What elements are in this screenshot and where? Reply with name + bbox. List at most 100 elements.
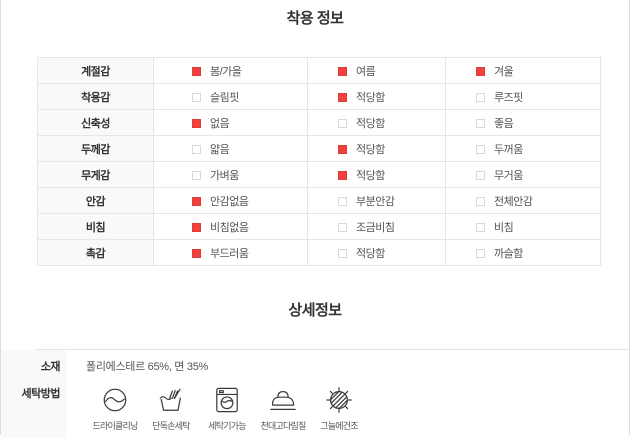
material-label: 소재 bbox=[1, 350, 67, 377]
iron-with-cloth-icon bbox=[268, 386, 298, 414]
checkbox-checked-icon bbox=[476, 66, 485, 76]
wear-option-cell: 부드러움 bbox=[153, 239, 308, 266]
shade-dry-icon bbox=[325, 386, 353, 414]
wear-option-cell: 적당함 bbox=[307, 161, 446, 188]
checkbox-checked-icon bbox=[192, 196, 201, 206]
wear-option-text: 겨울 bbox=[494, 65, 514, 78]
section-divider bbox=[37, 349, 629, 350]
wear-option-cell: 두꺼움 bbox=[445, 135, 601, 162]
wear-table-row: 무게감 가벼움 적당함 무거움 bbox=[37, 161, 601, 188]
wear-row-label: 착용감 bbox=[37, 83, 154, 110]
wash-method-item: 단독손세탁 bbox=[145, 386, 197, 438]
wash-method-label: 세탁방법 bbox=[1, 377, 67, 438]
wear-option-cell: 비침 bbox=[445, 213, 601, 240]
wash-method-item: 드라이클리닝 bbox=[89, 386, 141, 438]
wash-method-label-text: 단독손세탁 bbox=[152, 421, 190, 431]
wear-option-text: 봄/가을 bbox=[210, 65, 242, 78]
wear-row-label: 비침 bbox=[37, 213, 154, 240]
wear-option-text: 가벼움 bbox=[210, 169, 239, 182]
wear-option-cell: 좋음 bbox=[445, 109, 601, 136]
wear-row-label: 촉감 bbox=[37, 239, 154, 266]
wear-option-cell: 전체안감 bbox=[445, 187, 601, 214]
wear-option-cell: 안감없음 bbox=[153, 187, 308, 214]
wear-option-text: 두꺼움 bbox=[494, 143, 523, 156]
wear-option-cell: 적당함 bbox=[307, 109, 446, 136]
wear-option-text: 까슬함 bbox=[494, 247, 523, 260]
wear-option-cell: 여름 bbox=[307, 57, 446, 84]
hand-wash-icon bbox=[157, 386, 185, 414]
detail-info-title: 상세정보 bbox=[288, 302, 342, 319]
wear-option-cell: 무거움 bbox=[445, 161, 601, 188]
wash-method-list: 드라이클리닝 단독손세탁 세탁기가능 천대고다림질 그늘에건조 bbox=[67, 377, 369, 438]
wear-option-text: 적당함 bbox=[356, 143, 385, 156]
wear-option-text: 부분안감 bbox=[356, 195, 395, 208]
wear-option-text: 없음 bbox=[210, 117, 230, 130]
wear-table-row: 착용감 슬림핏 적당함 루즈핏 bbox=[37, 83, 601, 110]
checkbox-unchecked-icon bbox=[476, 170, 485, 180]
wear-option-text: 적당함 bbox=[356, 117, 385, 130]
checkbox-checked-icon bbox=[192, 66, 201, 76]
wear-info-table-body: 계절감 봄/가을 여름 겨울 착용감 슬림핏 적당함 루즈핏 신축성 없음 적당함 좋음 두께감 얇음 적당… bbox=[37, 57, 601, 266]
checkbox-unchecked-icon bbox=[476, 92, 485, 102]
wear-option-text: 좋음 bbox=[494, 117, 514, 130]
material-value: 폴리에스테르 65%, 면 35% bbox=[86, 361, 208, 373]
wear-table-row: 촉감 부드러움 적당함 까슬함 bbox=[37, 239, 601, 266]
checkbox-unchecked-icon bbox=[192, 170, 201, 180]
checkbox-unchecked-icon bbox=[192, 92, 201, 102]
checkbox-unchecked-icon bbox=[476, 196, 485, 206]
checkbox-unchecked-icon bbox=[338, 118, 347, 128]
wear-option-cell: 적당함 bbox=[307, 83, 446, 110]
wear-table-row: 신축성 없음 적당함 좋음 bbox=[37, 109, 601, 136]
wear-table-row: 비침 비침없음 조금비침 비침 bbox=[37, 213, 601, 240]
checkbox-checked-icon bbox=[192, 222, 201, 232]
checkbox-unchecked-icon bbox=[476, 248, 485, 258]
wash-method-label-text: 천대고다림질 bbox=[260, 421, 307, 431]
checkbox-checked-icon bbox=[338, 144, 347, 154]
wear-row-label: 신축성 bbox=[37, 109, 154, 136]
wear-option-cell: 조금비침 bbox=[307, 213, 446, 240]
wear-option-cell: 없음 bbox=[153, 109, 308, 136]
wear-option-text: 적당함 bbox=[356, 91, 385, 104]
wear-option-cell: 슬림핏 bbox=[153, 83, 308, 110]
wear-option-cell: 비침없음 bbox=[153, 213, 308, 240]
wash-method-label-text: 그늘에건조 bbox=[320, 421, 358, 431]
wear-option-text: 조금비침 bbox=[356, 221, 395, 234]
wear-option-cell: 가벼움 bbox=[153, 161, 308, 188]
wear-info-title: 착용 정보 bbox=[286, 10, 344, 27]
wash-method-row: 세탁방법 드라이클리닝 단독손세탁 세탁기가능 천대고다림질 그늘에건조 bbox=[1, 377, 629, 438]
wear-option-cell: 적당함 bbox=[307, 239, 446, 266]
wear-option-cell: 부분안감 bbox=[307, 187, 446, 214]
wear-option-text: 전체안감 bbox=[494, 195, 533, 208]
checkbox-checked-icon bbox=[338, 66, 347, 76]
wear-option-text: 비침 bbox=[494, 221, 514, 234]
checkbox-unchecked-icon bbox=[338, 222, 347, 232]
wear-option-text: 적당함 bbox=[356, 169, 385, 182]
checkbox-unchecked-icon bbox=[476, 222, 485, 232]
wear-option-text: 슬림핏 bbox=[210, 91, 239, 104]
wear-option-cell: 얇음 bbox=[153, 135, 308, 162]
wear-option-text: 비침없음 bbox=[210, 221, 249, 234]
checkbox-unchecked-icon bbox=[338, 248, 347, 258]
wear-option-cell: 적당함 bbox=[307, 135, 446, 162]
detail-info-section: 소재 폴리에스테르 65%, 면 35% 세탁방법 드라이클리닝 단독손세탁 세탁기… bbox=[1, 350, 629, 438]
wear-option-cell: 까슬함 bbox=[445, 239, 601, 266]
wear-option-text: 여름 bbox=[356, 65, 376, 78]
wash-method-item: 천대고다림질 bbox=[257, 386, 309, 438]
wear-row-label: 무게감 bbox=[37, 161, 154, 188]
checkbox-unchecked-icon bbox=[338, 196, 347, 206]
wear-option-text: 적당함 bbox=[356, 247, 385, 260]
wear-option-cell: 봄/가을 bbox=[153, 57, 308, 84]
wear-row-label: 두께감 bbox=[37, 135, 154, 162]
checkbox-checked-icon bbox=[192, 118, 201, 128]
wear-table-row: 두께감 얇음 적당함 두꺼움 bbox=[37, 135, 601, 162]
wash-method-item: 세탁기가능 bbox=[201, 386, 253, 438]
wear-row-label: 안감 bbox=[37, 187, 154, 214]
checkbox-checked-icon bbox=[338, 92, 347, 102]
wear-option-text: 부드러움 bbox=[210, 247, 249, 260]
dry-cleaning-icon bbox=[101, 386, 129, 414]
machine-wash-icon bbox=[214, 386, 240, 414]
wear-row-label: 계절감 bbox=[37, 57, 154, 84]
wear-option-text: 얇음 bbox=[210, 143, 230, 156]
wear-option-text: 무거움 bbox=[494, 169, 523, 182]
